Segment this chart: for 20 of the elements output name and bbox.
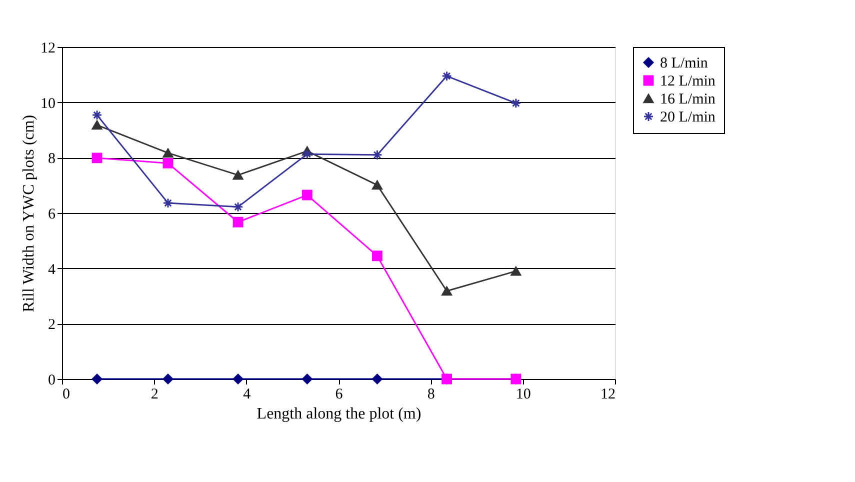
- x-tick-label: 6: [335, 386, 344, 402]
- y-tick-label: 12: [40, 40, 56, 56]
- x-tick-label: 0: [62, 386, 70, 402]
- x-tick-label: 8: [427, 386, 435, 402]
- x-tick-label: 2: [150, 386, 158, 402]
- y-axis-title: Rill Width on YWC plots (cm): [20, 114, 38, 312]
- x-axis-title: Length along the plot (m): [256, 406, 422, 422]
- legend-label: 12 L/min: [660, 74, 716, 90]
- y-tick-label: 8: [48, 151, 56, 168]
- y-tick-label: 6: [48, 206, 56, 222]
- x-tick-label: 12: [600, 386, 616, 402]
- y-tick-label: 2: [48, 317, 56, 334]
- y-tick-label: 0: [48, 372, 56, 388]
- legend-label: 16 L/min: [660, 92, 716, 108]
- y-tick-label: 4: [48, 262, 56, 278]
- x-tick-label: 4: [243, 386, 252, 402]
- legend-label: 20 L/min: [660, 110, 716, 126]
- x-tick-label: 10: [516, 386, 531, 402]
- y-tick-label: 10: [40, 96, 56, 112]
- legend-label: 8 L/min: [660, 56, 708, 72]
